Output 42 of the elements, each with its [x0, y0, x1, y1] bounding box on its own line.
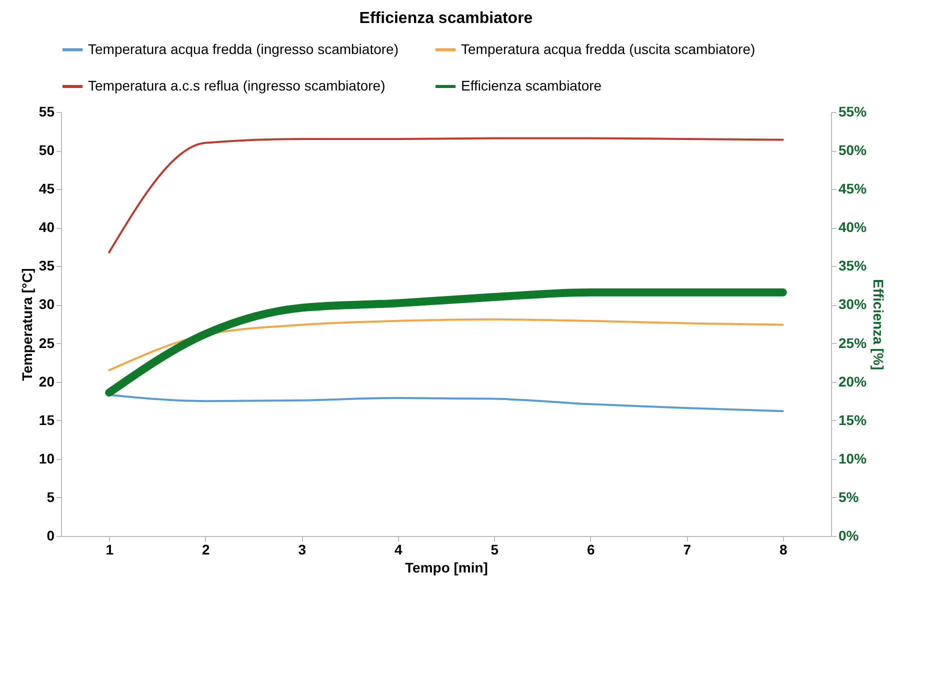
y2-tick-label: 50% [838, 142, 868, 158]
y2-tick-label: 10% [838, 450, 868, 466]
y2-tick-label: 15% [838, 412, 868, 428]
y2-tick-label: 0% [838, 528, 860, 544]
y-tick-label: 25 [38, 334, 55, 351]
y-tick-label: 10 [38, 450, 55, 466]
y-tick-label: 45 [38, 180, 55, 197]
y-tick-label: 40 [38, 219, 55, 236]
y2-tick-label: 30% [838, 296, 868, 312]
legend-label: Efficienza scambiatore [461, 78, 602, 94]
y2-tick-label: 35% [838, 258, 868, 274]
legend-label: Temperatura a.c.s reflua (ingresso scambiatore) [88, 78, 386, 94]
y-tick-label: 50 [38, 142, 55, 158]
y2-tick-label: 5% [838, 488, 860, 505]
x-tick-label: 7 [683, 542, 692, 558]
y2-tick-label: 55% [838, 104, 868, 120]
y2-tick-label: 25% [838, 334, 868, 351]
y-axis-title: Temperatura [°C] [18, 268, 35, 381]
y-tick-label: 55 [38, 104, 55, 120]
y2-tick-label: 45% [838, 180, 868, 197]
x-tick-label: 2 [202, 542, 210, 558]
line-series [108, 318, 784, 372]
x-tick-label: 1 [106, 542, 114, 558]
y-tick-label: 20 [38, 373, 55, 390]
y-tick-label: 35 [38, 258, 55, 274]
y-tick-label: 0 [46, 528, 55, 544]
y2-axis-title: Efficienza [%] [870, 278, 887, 370]
chart-title: Efficienza scambiatore [359, 10, 533, 27]
y2-tick-label: 20% [838, 373, 868, 390]
y-tick-label: 15 [38, 412, 55, 428]
x-tick-label: 5 [490, 542, 499, 558]
legend-label: Temperatura acqua fredda (uscita scambiatore) [461, 40, 756, 57]
x-tick-label: 6 [586, 542, 595, 558]
y-tick-label: 5 [46, 488, 55, 505]
y2-tick-label: 40% [838, 219, 868, 236]
x-tick-label: 8 [779, 542, 788, 558]
x-tick-label: 3 [298, 542, 306, 558]
legend-label: Temperatura acqua fredda (ingresso scambiatore) [88, 40, 398, 57]
line-series [108, 137, 784, 254]
x-tick-label: 4 [394, 542, 402, 558]
x-axis-title: Tempo [min] [405, 560, 488, 576]
y-tick-label: 30 [38, 296, 55, 312]
